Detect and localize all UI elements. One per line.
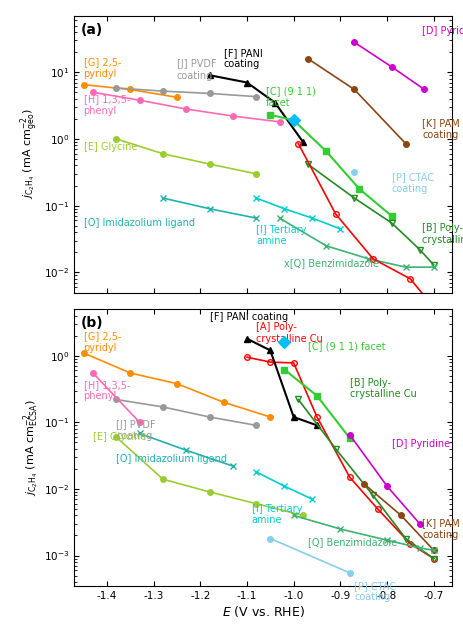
Text: [P] CTAC
coating: [P] CTAC coating	[391, 172, 433, 193]
Text: [H] 1,3,5-
phenyl: [H] 1,3,5- phenyl	[83, 94, 130, 116]
Text: [B] Poly-
crystalline Cu: [B] Poly- crystalline Cu	[349, 378, 415, 399]
Text: [P] CTAC
coating: [P] CTAC coating	[354, 581, 395, 602]
Y-axis label: $j_{\mathrm{C_2H_4}}$ (mA cm$^{-2}_{\mathrm{ECSA}}$): $j_{\mathrm{C_2H_4}}$ (mA cm$^{-2}_{\mat…	[21, 399, 41, 496]
Point	[280, 337, 288, 347]
Text: [A] Poly-
crystalline Cu: [A] Poly- crystalline Cu	[368, 309, 434, 331]
Text: [D] Pyridine: [D] Pyridine	[421, 26, 463, 35]
Text: [D] Pyridine: [D] Pyridine	[391, 438, 449, 449]
Text: [J] PVDF
coating: [J] PVDF coating	[116, 420, 156, 441]
Text: [F] PANI coating: [F] PANI coating	[209, 312, 287, 322]
Text: [E] Glycine: [E] Glycine	[93, 432, 146, 442]
Text: [G] 2,5-
pyridyl: [G] 2,5- pyridyl	[83, 331, 121, 353]
Text: [F] PANI
coating: [F] PANI coating	[223, 48, 262, 69]
Y-axis label: $j_{\mathrm{C_2H_4}}$ (mA cm$^{-2}_{\mathrm{geo}}$): $j_{\mathrm{C_2H_4}}$ (mA cm$^{-2}_{\mat…	[19, 109, 41, 200]
X-axis label: $E$ (V vs. RHE): $E$ (V vs. RHE)	[221, 604, 304, 619]
Point	[289, 115, 297, 125]
Text: [E] Glycine: [E] Glycine	[83, 142, 137, 152]
Text: [A] Poly-
crystalline Cu: [A] Poly- crystalline Cu	[256, 322, 322, 344]
Text: [I] Tertiary
amine: [I] Tertiary amine	[256, 225, 306, 246]
Text: [K] PAM
coating: [K] PAM coating	[421, 518, 459, 540]
Text: [K] PAM
coating: [K] PAM coating	[421, 118, 459, 140]
Text: [J] PVDF
coating: [J] PVDF coating	[176, 59, 216, 81]
Text: (a): (a)	[81, 23, 103, 37]
Text: (b): (b)	[81, 316, 104, 329]
Text: [G] 2,5-
pyridyl: [G] 2,5- pyridyl	[83, 57, 121, 79]
Text: [O] Imidazolium ligand: [O] Imidazolium ligand	[83, 218, 194, 228]
Text: [C] (9 1 1) facet: [C] (9 1 1) facet	[307, 341, 384, 351]
Text: [B] Poly-
crystalline Cu: [B] Poly- crystalline Cu	[421, 223, 463, 244]
Text: [H] 1,3,5-
phenyl: [H] 1,3,5- phenyl	[83, 380, 130, 401]
Text: x[Q] Benzimidazole: x[Q] Benzimidazole	[284, 258, 379, 268]
Text: [Q] Benzimidazole: [Q] Benzimidazole	[307, 537, 396, 547]
Text: [I] Tertiary
amine: [I] Tertiary amine	[251, 504, 301, 525]
Text: [O] Imidazolium ligand: [O] Imidazolium ligand	[116, 454, 227, 464]
Text: [C] (9 1 1)
facet: [C] (9 1 1) facet	[265, 86, 315, 108]
